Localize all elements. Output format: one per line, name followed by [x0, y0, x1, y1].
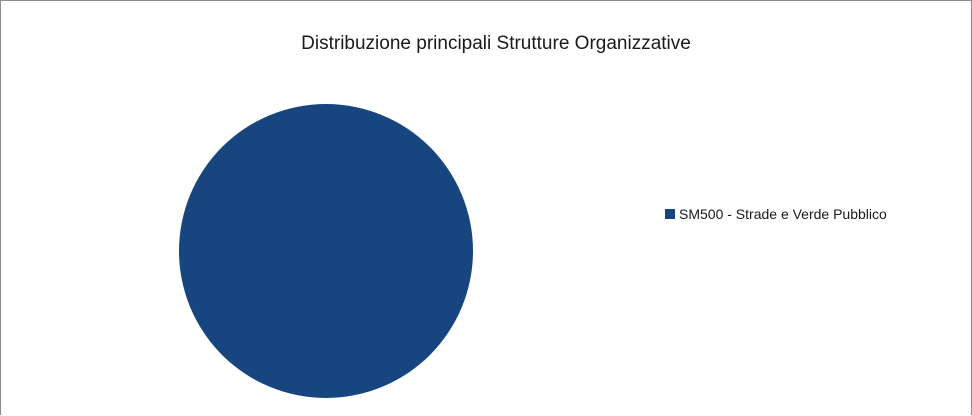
- pie-slice: [179, 104, 473, 398]
- legend-label: SM500 - Strade e Verde Pubblico: [679, 206, 887, 222]
- chart-title: Distribuzione principali Strutture Organ…: [301, 33, 691, 54]
- legend-swatch: [665, 209, 675, 219]
- legend: SM500 - Strade e Verde Pubblico: [665, 206, 887, 222]
